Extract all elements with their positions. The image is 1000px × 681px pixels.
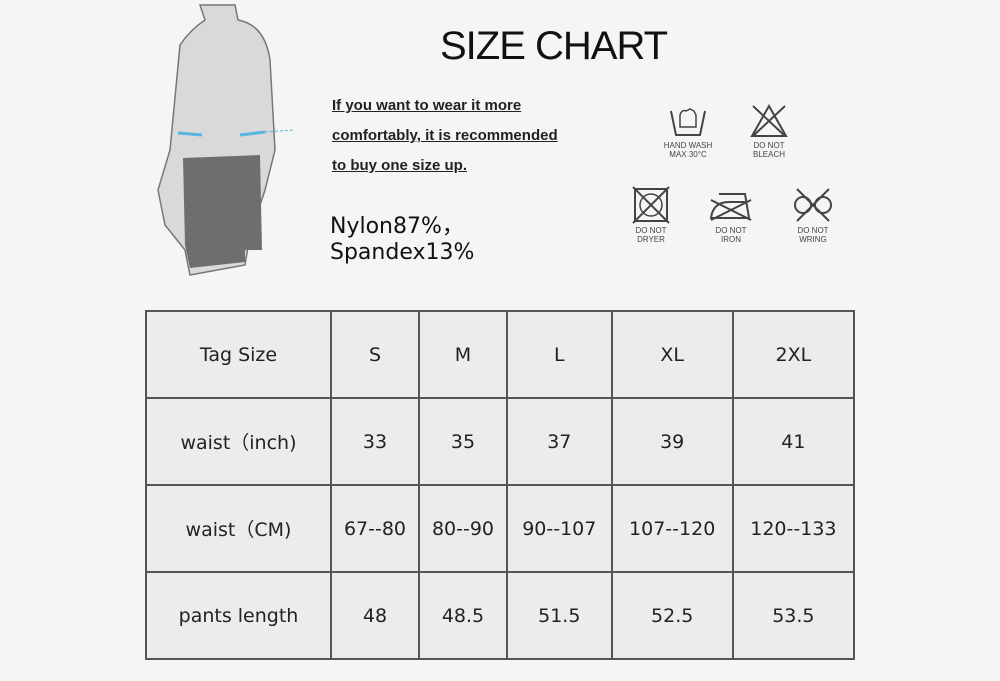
row-label: Tag Size <box>145 310 332 399</box>
table-row: pants length 48 48.5 51.5 52.5 53.5 <box>145 571 856 660</box>
table-cell: XL <box>610 310 734 399</box>
no-iron-icon <box>709 193 752 221</box>
table-cell: 48.5 <box>418 571 508 660</box>
table-cell: 80--90 <box>418 484 508 573</box>
table-header-row: Tag Size S M L XL 2XL <box>145 310 856 399</box>
hand-wash-icon <box>670 108 706 136</box>
care-no-wring: DO NOT WRING <box>773 186 853 244</box>
care-no-iron: DO NOT IRON <box>691 186 771 244</box>
table-cell: 107--120 <box>610 484 734 573</box>
no-bleach-icon <box>750 103 788 137</box>
care-no-bleach: DO NOT BLEACH <box>729 103 809 159</box>
table-cell: M <box>418 310 508 399</box>
care-no-dryer: DO NOT DRYER <box>611 186 691 244</box>
size-note-line: If you want to wear it more <box>332 97 522 114</box>
page-title: SIZE CHART <box>440 24 668 68</box>
size-table: Tag Size S M L XL 2XL waist（inch) 33 35 37 39 41 wai… <box>145 310 856 660</box>
row-label: waist（CM) <box>145 484 332 573</box>
table-cell: 52.5 <box>610 571 734 660</box>
table-row: waist（inch) 33 35 37 39 41 <box>145 397 856 486</box>
table-row: waist（CM) 67--80 80--90 90--107 107--120 120-… <box>145 484 856 573</box>
body-figure-illustration <box>157 4 296 276</box>
no-dryer-icon <box>632 186 670 224</box>
row-label: pants length <box>145 571 332 660</box>
table-cell: 2XL <box>731 310 856 399</box>
material-nylon: Nylon87%， <box>330 214 464 239</box>
table-cell: 37 <box>506 397 613 486</box>
row-label: waist（inch) <box>145 397 332 486</box>
table-cell: L <box>506 310 613 399</box>
table-cell: 51.5 <box>506 571 613 660</box>
table-cell: S <box>330 310 420 399</box>
table-cell: 35 <box>418 397 508 486</box>
size-note-line: comfortably, it is recommended <box>332 127 558 144</box>
table-cell: 53.5 <box>731 571 856 660</box>
table-cell: 33 <box>330 397 420 486</box>
care-hand-wash: HAND WASH MAX 30°C <box>648 103 728 159</box>
material-spandex: Spandex13% <box>330 240 475 265</box>
table-cell: 67--80 <box>330 484 420 573</box>
table-cell: 120--133 <box>731 484 856 573</box>
table-cell: 48 <box>330 571 420 660</box>
table-cell: 39 <box>610 397 734 486</box>
no-wring-icon <box>794 188 832 222</box>
table-cell: 90--107 <box>506 484 613 573</box>
size-note-line: to buy one size up. <box>332 157 468 174</box>
table-cell: 41 <box>731 397 856 486</box>
